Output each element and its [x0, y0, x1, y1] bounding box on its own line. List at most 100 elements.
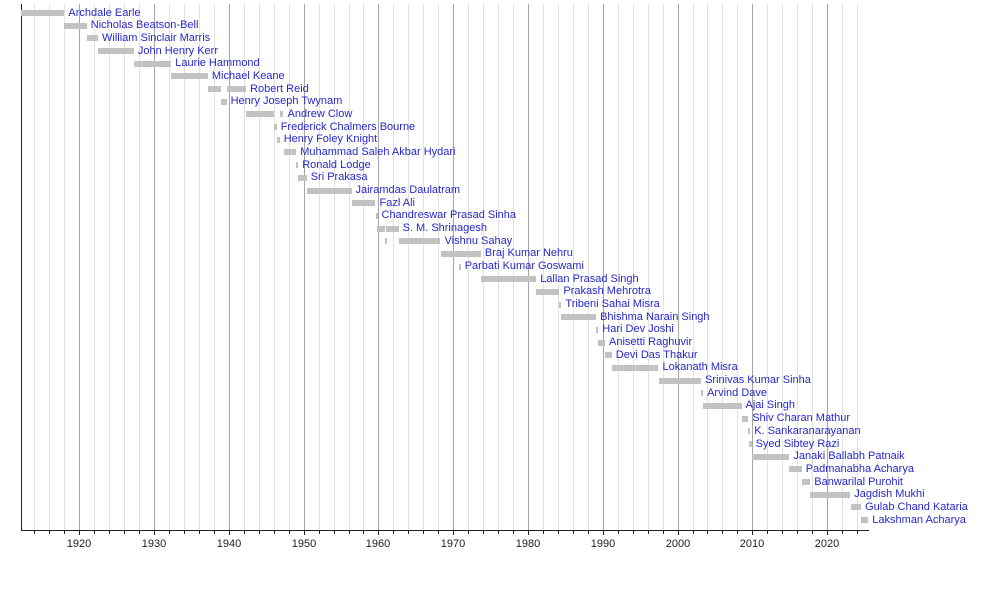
person-name-link[interactable]: Srinivas Kumar Sinha	[705, 374, 811, 387]
person-name-link[interactable]: S. M. Shrinagesh	[402, 222, 487, 234]
person-name-link[interactable]: Laurie Hammond	[175, 57, 260, 70]
axis-tick-minor	[588, 530, 589, 534]
axis-tick-decade	[453, 530, 454, 535]
person-name-link[interactable]: Lokanath Misra	[662, 361, 738, 374]
axis-tick-minor	[199, 530, 200, 534]
term-bar	[21, 10, 65, 16]
gridline-minor	[289, 4, 290, 530]
person-name-link[interactable]: Tribeni Sahai Misra	[565, 298, 660, 310]
term-bar	[226, 86, 246, 93]
term-bar	[801, 479, 811, 485]
person-name-link[interactable]: Gulab Chand Kataria	[865, 500, 968, 513]
person-name-link[interactable]: John Henry Kerr	[137, 44, 218, 57]
axis-tick-minor	[797, 530, 798, 534]
person-name-link[interactable]: Jairamdas Daulatram	[355, 184, 461, 196]
person-name-link[interactable]: William Sinclair Marris	[102, 31, 211, 44]
axis-tick-minor	[707, 530, 708, 534]
gridline-minor	[543, 4, 544, 530]
axis-tick-minor	[633, 530, 634, 534]
term-bar	[741, 415, 749, 422]
axis-tick-minor	[722, 530, 723, 534]
person-name-link[interactable]: Ronald Lodge	[302, 158, 371, 171]
person-name-link[interactable]: Muhammad Saleh Akbar Hydari	[300, 145, 456, 158]
term-bar	[861, 517, 869, 523]
person-name-link[interactable]: Michael Keane	[211, 69, 285, 82]
person-name-link[interactable]: Janaki Ballabh Patnaik	[793, 450, 905, 463]
person-name-link[interactable]: Vishnu Sahay	[444, 234, 513, 247]
person-name-link[interactable]: Braj Kumar Nehru	[484, 247, 573, 260]
gridline-decade	[827, 4, 828, 530]
term-bar	[596, 326, 599, 333]
person-name-link[interactable]: Fazl Ali	[379, 196, 415, 209]
term-bar	[351, 200, 376, 207]
person-name-link[interactable]: Archdale Earle	[68, 6, 141, 19]
person-name-link[interactable]: Henry Joseph Twynam	[230, 95, 343, 108]
term-bar	[64, 22, 87, 29]
gridline-minor	[707, 4, 708, 530]
term-bar	[86, 35, 98, 42]
person-name-link[interactable]: Henry Foley Knight	[283, 133, 378, 146]
term-bar	[658, 377, 702, 384]
person-name-link[interactable]: Arvind Dave	[707, 386, 768, 399]
term-bar	[246, 111, 274, 118]
axis-tick-minor	[319, 530, 320, 534]
axis-tick-minor	[767, 530, 768, 534]
person-name-link[interactable]: Hari Dev Joshi	[602, 323, 674, 336]
term-bar	[789, 466, 802, 473]
axis-tick-minor	[648, 530, 649, 534]
person-name-link[interactable]: Lallan Prasad Singh	[540, 272, 639, 285]
person-name-link[interactable]: Prakash Mehrotra	[563, 285, 651, 298]
gridline-minor	[498, 4, 499, 530]
axis-tick-minor	[184, 530, 185, 534]
axis-tick-minor	[543, 530, 544, 534]
axis-tick-label: 2000	[665, 538, 691, 550]
person-name-link[interactable]: Andrew Clow	[287, 107, 353, 120]
term-bar	[598, 339, 605, 346]
person-name-link[interactable]: K. Sankaranarayanan	[754, 424, 861, 437]
person-name-link[interactable]: Robert Reid	[250, 82, 309, 95]
axis-tick-minor	[393, 530, 394, 534]
person-name-link[interactable]: Lakshman Acharya	[872, 513, 966, 526]
gridline-minor	[468, 4, 469, 530]
person-name-link[interactable]: Banwarilal Purohit	[814, 475, 903, 488]
person-name-link[interactable]: Anisetti Raghuvir	[609, 336, 693, 349]
gridline-minor	[513, 4, 514, 530]
gridline-minor	[857, 4, 858, 530]
gridline-minor	[139, 4, 140, 530]
gridline-decade	[453, 4, 454, 530]
axis-tick-minor	[498, 530, 499, 534]
gridline-decade	[79, 4, 80, 530]
person-name-link[interactable]: Padmanabha Acharya	[805, 462, 914, 475]
axis-tick-label: 1930	[141, 538, 167, 550]
person-name-link[interactable]: Ajai Singh	[745, 399, 796, 412]
axis-tick-minor	[408, 530, 409, 534]
person-name-link[interactable]: Nicholas Beatson-Bell	[90, 19, 199, 32]
axis-tick-minor	[618, 530, 619, 534]
term-bar	[375, 212, 378, 219]
person-name-link[interactable]: Jagdish Mukhi	[854, 488, 925, 501]
gridline-decade	[229, 4, 230, 530]
person-name-link[interactable]: Sri Prakasa	[310, 171, 368, 184]
person-name-link[interactable]: Chandreswar Prasad Sinha	[381, 209, 517, 222]
axis-tick-label: 2010	[739, 538, 765, 550]
gridline-minor	[49, 4, 50, 530]
person-name-link[interactable]: Parbati Kumar Goswami	[464, 260, 584, 272]
person-name-link[interactable]: Syed Sibtey Razi	[755, 437, 840, 450]
person-name-link[interactable]: Devi Das Thakur	[615, 348, 698, 361]
term-bar	[171, 73, 208, 80]
gridline-minor	[722, 4, 723, 530]
person-name-link[interactable]: Bhishma Narain Singh	[600, 310, 710, 323]
axis-tick-minor	[34, 530, 35, 534]
gridline-minor	[737, 4, 738, 530]
person-name-link[interactable]: Shiv Charan Mathur	[752, 412, 851, 425]
axis-tick-minor	[693, 530, 694, 534]
axis-tick-minor	[558, 530, 559, 534]
term-bar	[283, 149, 297, 156]
term-bar	[276, 136, 280, 143]
term-bar	[440, 250, 481, 257]
person-name-link[interactable]: Frederick Chalmers Bourne	[280, 120, 416, 133]
term-bar	[273, 124, 277, 131]
axis-tick-decade	[154, 530, 155, 535]
gridline-minor	[663, 4, 664, 530]
